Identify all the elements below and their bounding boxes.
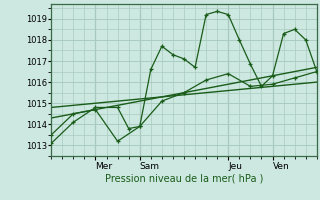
X-axis label: Pression niveau de la mer( hPa ): Pression niveau de la mer( hPa ): [105, 173, 263, 183]
